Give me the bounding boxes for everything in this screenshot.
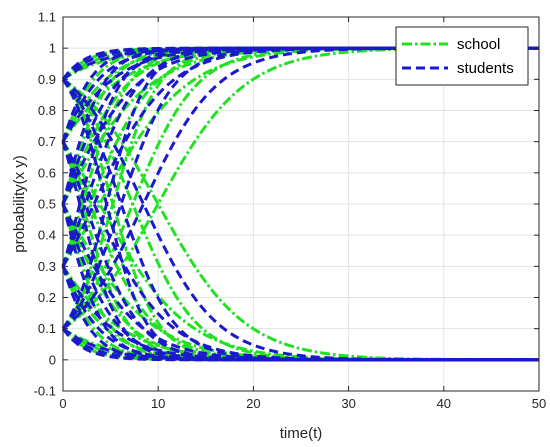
series-line-students	[62, 78, 539, 362]
series-line-students	[61, 141, 539, 362]
y-tick-label: 0.2	[38, 290, 56, 305]
y-tick-label: 0.5	[38, 197, 56, 212]
legend: school students	[395, 26, 529, 86]
series-line-school	[62, 78, 540, 362]
y-tick-label: 0.1	[38, 321, 56, 336]
x-tick-label: 30	[341, 396, 355, 411]
x-tick-label: 50	[532, 396, 546, 411]
y-tick-label: 0.4	[38, 228, 56, 243]
y-tick-label: 0.7	[38, 134, 56, 149]
series-line-students	[61, 141, 539, 362]
series-line-school	[61, 141, 539, 362]
y-tick-label: 1.1	[38, 10, 56, 25]
y-tick-label: 0.6	[38, 165, 56, 180]
y-axis-label: probability(x y)	[11, 155, 28, 253]
axis-ticks: 0 10 20 30 40 50-0.100.10.20.30.40.50.60.70.8…	[34, 10, 547, 412]
series-line-students	[61, 140, 539, 362]
y-tick-label: -0.1	[34, 384, 56, 399]
y-tick-label: 0.9	[38, 72, 56, 87]
series-line-students	[61, 78, 539, 362]
legend-label-school: school	[457, 36, 500, 53]
series-line-students	[62, 46, 539, 330]
x-tick-label: 10	[151, 396, 165, 411]
y-tick-label: 0	[49, 352, 56, 367]
x-tick-label: 20	[246, 396, 260, 411]
legend-label-students: students	[457, 60, 514, 77]
legend-box	[395, 26, 529, 86]
series-line-school	[62, 46, 540, 330]
x-tick-label: 40	[437, 396, 451, 411]
series-line-school	[61, 141, 539, 362]
y-tick-label: 0.3	[38, 259, 56, 274]
series-line-school	[61, 140, 539, 362]
x-axis-label: time(t)	[280, 425, 323, 442]
y-tick-label: 1	[49, 41, 56, 56]
x-tick-label: 0	[59, 396, 66, 411]
y-tick-label: 0.8	[38, 103, 56, 118]
